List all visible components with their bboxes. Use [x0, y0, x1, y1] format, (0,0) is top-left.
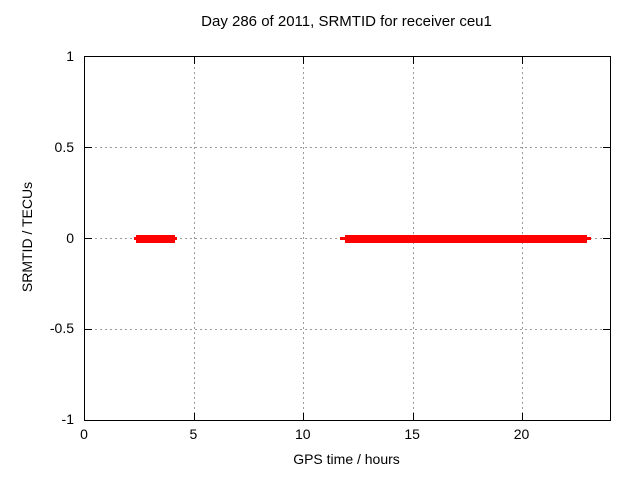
- y-tick-label-1: 1: [66, 48, 74, 64]
- data-segment-1: [135, 234, 176, 243]
- x-tick-label-5: 5: [189, 426, 198, 442]
- y-tick-label-0: 0: [66, 229, 74, 246]
- data-segment-2: [345, 234, 587, 243]
- tick-bottom-5: [193, 413, 195, 420]
- tick-top-15: [412, 57, 414, 64]
- y-tick-label--0.5: -0.5: [49, 320, 74, 337]
- tick-bottom-15: [412, 413, 414, 420]
- tick-left-0: [85, 238, 92, 239]
- y-tick-label--1: -1: [61, 411, 74, 427]
- gridline-y-0.5: [85, 147, 610, 149]
- chart-title: Day 286 of 2011, SRMTID for receiver ceu…: [201, 13, 492, 30]
- x-tick-label-10: 10: [294, 426, 311, 442]
- plot-area: [84, 56, 611, 421]
- x-tick-label-0: 0: [80, 426, 88, 442]
- tick-right--0.5: [603, 328, 610, 330]
- y-tick-label-0.5: 0.5: [54, 138, 74, 155]
- tick-left-0.5: [85, 147, 92, 149]
- tick-right-0: [603, 238, 610, 239]
- tick-bottom-20: [522, 413, 523, 420]
- tick-top-10: [303, 57, 305, 64]
- tick-top-20: [522, 57, 523, 64]
- x-axis-label: GPS time / hours: [293, 451, 400, 467]
- x-tick-label-20: 20: [513, 426, 530, 442]
- x-tick-label-15: 15: [404, 426, 420, 442]
- tick-bottom-10: [303, 413, 305, 420]
- tick-left--0.5: [85, 328, 92, 330]
- gridline-y--0.5: [85, 328, 610, 330]
- tick-right-0.5: [603, 147, 610, 149]
- tick-top-5: [193, 57, 195, 64]
